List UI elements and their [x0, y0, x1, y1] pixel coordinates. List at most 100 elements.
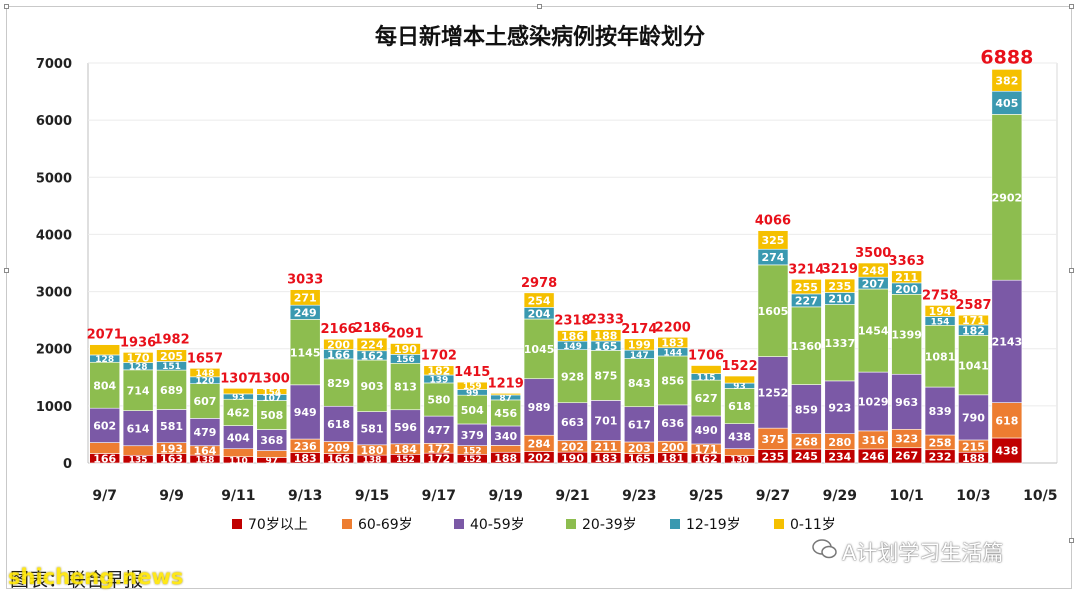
segment-label: 856	[661, 375, 684, 388]
segment-label: 607	[193, 395, 216, 408]
segment-label: 156	[396, 355, 415, 365]
bar-segment	[356, 337, 388, 352]
segment-label: 194	[929, 305, 952, 318]
x-tick-label: 10/3	[956, 488, 990, 504]
segment-label: 1029	[858, 396, 889, 409]
segment-label: 379	[461, 429, 484, 442]
total-label: 1415	[454, 365, 490, 380]
bar-segment	[991, 69, 1023, 92]
resize-handle-right[interactable]	[1069, 268, 1074, 273]
bar-segment	[690, 415, 722, 445]
total-label: 3033	[287, 273, 323, 288]
total-label: 1657	[187, 351, 223, 366]
segment-label: 268	[795, 436, 818, 449]
x-tick-label: 9/9	[159, 488, 184, 504]
segment-label: 190	[394, 343, 417, 356]
segment-label: 271	[294, 292, 317, 305]
bar-segment	[490, 399, 522, 427]
chart-title: 每日新增本土感染病例按年龄划分	[375, 24, 705, 50]
segment-label: 274	[761, 251, 784, 264]
segment-label: 99	[466, 389, 479, 399]
segment-label: 490	[695, 424, 718, 437]
segment-label: 438	[995, 445, 1018, 458]
total-label: 1706	[688, 349, 724, 364]
segment-label: 581	[160, 420, 183, 433]
segment-label: 152	[463, 446, 482, 456]
segment-label: 107	[262, 394, 281, 404]
legend-swatch	[454, 519, 464, 529]
bar-segment	[791, 279, 822, 295]
segment-label: 130	[730, 456, 749, 466]
x-tick-label: 10/5	[1023, 488, 1057, 504]
bar-segment	[623, 338, 655, 351]
total-label: 1936	[120, 335, 156, 350]
legend-swatch	[774, 519, 784, 529]
segment-label: 504	[461, 404, 484, 417]
segment-label: 224	[361, 339, 384, 352]
bar-segment	[323, 405, 354, 442]
bar-segment	[289, 384, 321, 440]
bar-segment	[690, 379, 722, 417]
total-label: 4066	[755, 214, 791, 229]
segment-label: 120	[196, 377, 215, 387]
resize-handle-left[interactable]	[4, 268, 9, 273]
segment-label: 636	[661, 417, 684, 430]
segment-label: 148	[196, 369, 215, 379]
segment-label: 199	[628, 339, 651, 352]
segment-label: 1041	[958, 359, 989, 372]
segment-label: 144	[663, 348, 682, 358]
segment-label: 1454	[858, 325, 889, 338]
resize-handle-bottom-right[interactable]	[1069, 538, 1074, 543]
segment-label: 171	[695, 443, 718, 456]
segment-label: 180	[361, 444, 384, 457]
total-label: 1219	[488, 376, 524, 391]
total-label: 2166	[321, 322, 357, 337]
total-label: 2071	[87, 328, 123, 343]
bar-segment	[791, 384, 822, 434]
segment-label: 325	[761, 234, 784, 247]
legend-label: 20-39岁	[582, 517, 637, 533]
bar-segment	[724, 423, 755, 450]
segment-label: 154	[262, 388, 281, 398]
segment-label: 2902	[992, 191, 1023, 204]
segment-label: 188	[594, 330, 617, 343]
legend-swatch	[342, 519, 352, 529]
resize-handle-top-left[interactable]	[4, 4, 9, 9]
segment-label: 204	[528, 307, 551, 320]
segment-label: 949	[294, 406, 317, 419]
segment-label: 200	[661, 441, 684, 454]
segment-label: 190	[561, 452, 584, 465]
segment-label: 115	[697, 373, 716, 383]
segment-label: 93	[733, 382, 746, 392]
segment-label: 166	[327, 452, 350, 465]
legend-label: 60-69岁	[358, 517, 413, 533]
bar-segment	[891, 373, 922, 430]
total-label: 1300	[254, 372, 290, 387]
segment-label: 1605	[758, 305, 789, 318]
x-tick-label: 9/19	[489, 488, 523, 504]
segment-label: 232	[929, 451, 952, 464]
segment-label: 323	[895, 433, 918, 446]
resize-handle-top[interactable]	[537, 4, 542, 9]
bar-segment	[623, 358, 655, 408]
segment-label: 138	[196, 455, 215, 465]
segment-label: 210	[828, 293, 851, 306]
bar-segment	[590, 329, 622, 342]
x-tick-label: 9/25	[689, 488, 723, 504]
segment-label: 163	[160, 453, 183, 466]
segment-label: 462	[227, 407, 250, 420]
segment-label: 923	[828, 401, 851, 414]
bar-segment	[857, 262, 889, 278]
total-label: 2091	[387, 327, 423, 342]
total-label: 2333	[588, 313, 624, 328]
segment-label: 255	[795, 281, 818, 294]
bar-segment	[657, 404, 689, 442]
total-label: 3363	[889, 254, 925, 269]
resize-handle-top-right[interactable]	[1069, 4, 1074, 9]
segment-label: 627	[695, 392, 718, 405]
segment-label: 172	[427, 442, 450, 455]
bar-segment	[256, 388, 288, 395]
bar-segment	[824, 278, 856, 293]
segment-label: 903	[361, 380, 384, 393]
segment-label: 166	[327, 348, 350, 361]
